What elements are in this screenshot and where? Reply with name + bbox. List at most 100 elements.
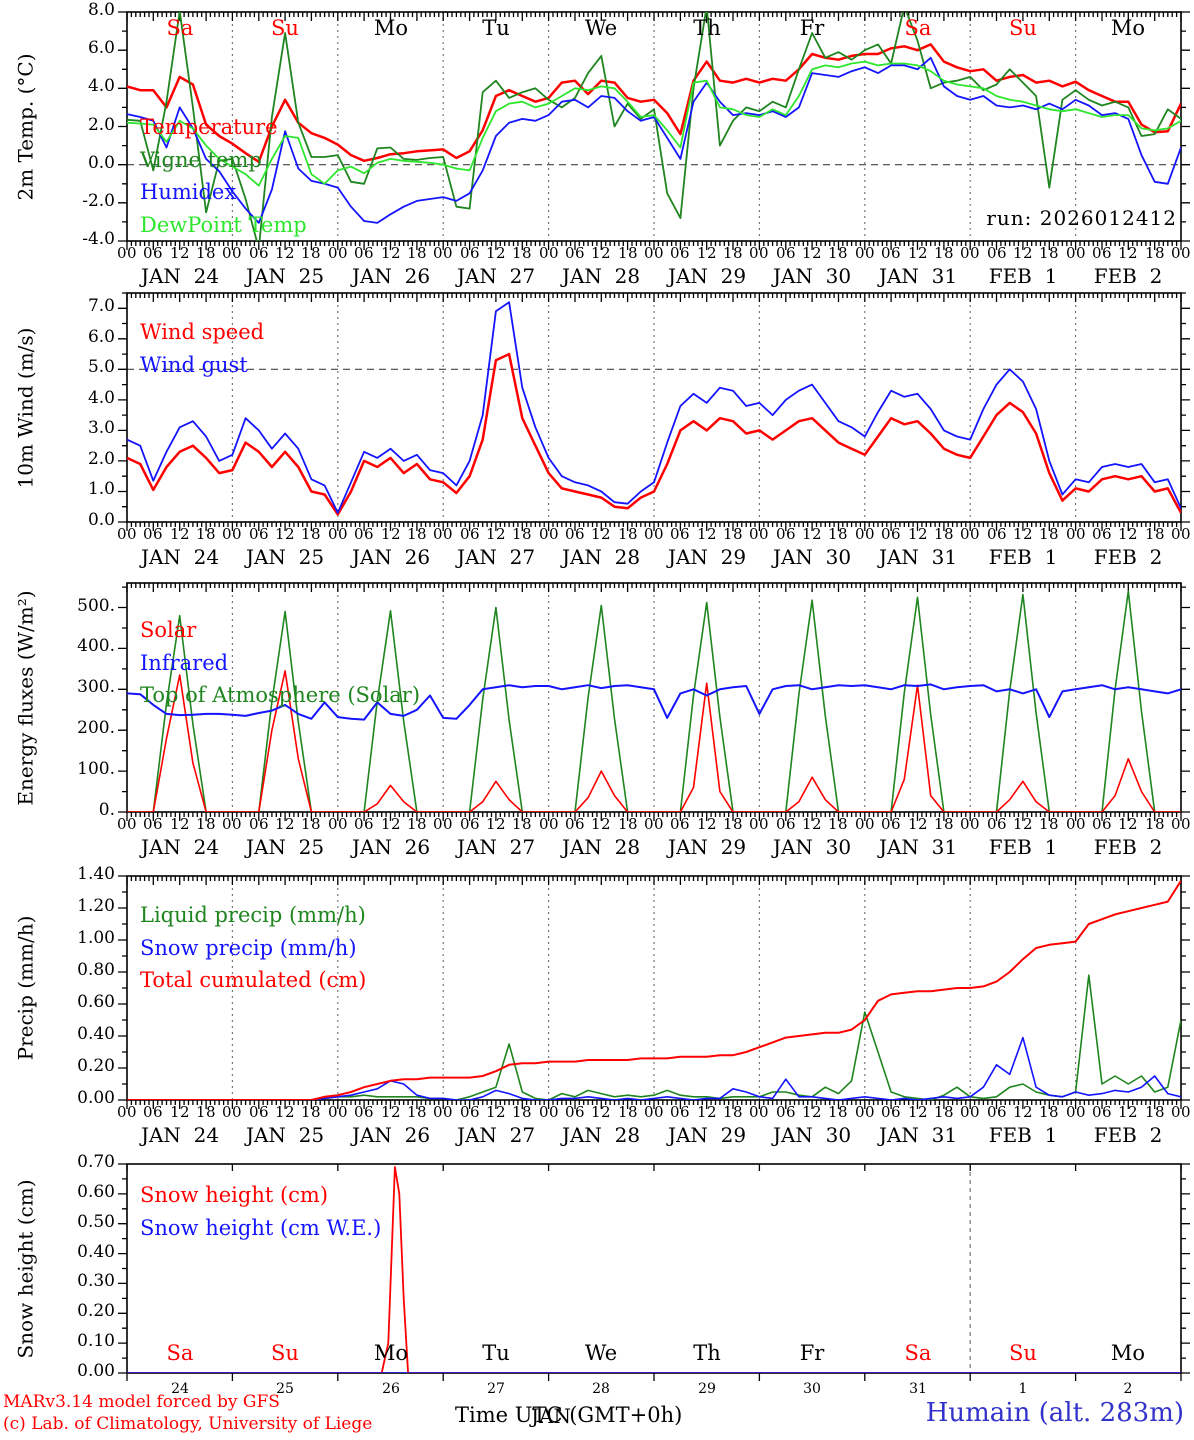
ytick-wind: 3.0 — [87, 418, 115, 438]
hour-label: 06 — [248, 1103, 270, 1121]
hour-label: 06 — [1091, 244, 1113, 262]
hour-label: 00 — [221, 244, 243, 262]
ytick-snow-height: 0.70 — [77, 1152, 115, 1172]
day-number-label: 27 — [487, 1381, 505, 1397]
hour-label: 06 — [142, 1103, 164, 1121]
month-label: JAN — [531, 1404, 571, 1428]
hour-label: 18 — [933, 525, 955, 543]
hour-label: 12 — [274, 815, 296, 833]
day-number-label: 24 — [171, 1381, 189, 1397]
hour-label: 12 — [801, 1103, 823, 1121]
hour-label: 06 — [353, 525, 375, 543]
date-label: JAN 31 — [878, 835, 958, 859]
ytick-energy-fluxes: 200. — [77, 718, 115, 738]
panel-wind-series — [127, 301, 1181, 516]
hour-label: 06 — [248, 525, 270, 543]
date-label: FEB 2 — [1093, 545, 1163, 569]
hour-label: 18 — [1144, 525, 1166, 543]
ytick-wind: 6.0 — [87, 327, 115, 347]
hour-label: 00 — [327, 1103, 349, 1121]
hour-label: 00 — [1170, 815, 1192, 833]
day-name-Th: Th — [693, 1341, 721, 1365]
hour-label: 18 — [722, 244, 744, 262]
hour-label: 06 — [775, 244, 797, 262]
hour-label: 00 — [854, 815, 876, 833]
day-name-Tu: Tu — [482, 16, 510, 40]
hour-label: 12 — [1117, 1103, 1139, 1121]
panel-wind-ticks — [118, 292, 1190, 531]
day-name-Sa: Sa — [904, 16, 932, 40]
date-label: FEB 1 — [988, 264, 1058, 288]
hour-label: 06 — [248, 815, 270, 833]
date-label: JAN 25 — [245, 1123, 325, 1147]
hour-label: 12 — [801, 525, 823, 543]
series-wind-wind-gust — [127, 301, 1181, 514]
ytick-wind: 5.0 — [87, 357, 115, 377]
ytick-wind: 7.0 — [87, 296, 115, 316]
hour-label: 18 — [1038, 525, 1060, 543]
legend-wind-0: Wind speed — [140, 320, 265, 344]
hour-label: 12 — [590, 815, 612, 833]
series-temperature-vigne-temp — [127, 12, 1181, 241]
credit-line-1: MARv3.14 model forced by GFS — [3, 1392, 280, 1412]
hour-label: 06 — [880, 815, 902, 833]
hour-label: 06 — [986, 244, 1008, 262]
date-label: JAN 28 — [561, 264, 641, 288]
legend-temperature-3: DewPoint Temp — [140, 212, 307, 237]
date-label: JAN 27 — [456, 1123, 536, 1147]
hour-label: 00 — [854, 525, 876, 543]
date-label: JAN 27 — [456, 264, 536, 288]
series-energy-fluxes-infrared — [127, 683, 1181, 721]
hour-label: 18 — [195, 244, 217, 262]
ylabel-precip: Precip (mm/h) — [13, 915, 38, 1061]
hour-label: 12 — [274, 525, 296, 543]
hour-label: 00 — [1065, 525, 1087, 543]
hour-label: 00 — [959, 815, 981, 833]
legend-temperature-0: Temperature — [140, 115, 278, 139]
hour-label: 12 — [485, 244, 507, 262]
hour-label: 00 — [538, 1103, 560, 1121]
ytick-wind: 4.0 — [87, 388, 115, 408]
date-label: JAN 26 — [351, 264, 431, 288]
panel-temperature-gridlines — [231, 12, 1077, 241]
hour-label: 18 — [617, 1103, 639, 1121]
panel-precip-series — [127, 880, 1181, 1100]
ytick-energy-fluxes: 0. — [98, 800, 115, 820]
run-label: run: 2026012412 — [986, 206, 1177, 230]
hour-label: 18 — [1144, 815, 1166, 833]
ytick-temperature: -2.0 — [82, 191, 115, 211]
x-axis-title: Time UTC (GMT+0h) — [455, 1403, 683, 1427]
hour-label: 06 — [459, 244, 481, 262]
hour-label: 06 — [459, 815, 481, 833]
hour-label: 00 — [538, 815, 560, 833]
hour-label: 12 — [801, 815, 823, 833]
series-precip-total-cumulated — [127, 880, 1181, 1100]
hour-label: 00 — [959, 244, 981, 262]
hour-label: 06 — [775, 1103, 797, 1121]
ytick-snow-height: 0.30 — [77, 1271, 115, 1291]
ytick-snow-height: 0.40 — [77, 1242, 115, 1262]
legend-energy-fluxes-2: Top of Atmosphere (Solar) — [140, 683, 421, 707]
legend-precip-1: Snow precip (mm/h) — [140, 935, 357, 960]
date-label: JAN 24 — [140, 545, 220, 569]
credit-line-2: (c) Lab. of Climatology, University of L… — [3, 1414, 373, 1434]
day-number-label: 28 — [592, 1381, 610, 1397]
hour-label: 00 — [1170, 525, 1192, 543]
hour-label: 12 — [801, 244, 823, 262]
ytick-temperature: 2.0 — [87, 115, 115, 135]
hour-label: 06 — [459, 525, 481, 543]
hour-label: 06 — [564, 525, 586, 543]
hour-label: 00 — [432, 244, 454, 262]
date-label: FEB 2 — [1093, 264, 1163, 288]
hour-label: 06 — [880, 244, 902, 262]
hour-label: 12 — [380, 244, 402, 262]
hour-label: 06 — [669, 525, 691, 543]
hour-label: 00 — [1065, 815, 1087, 833]
hour-label: 18 — [827, 815, 849, 833]
hour-label: 06 — [1091, 1103, 1113, 1121]
hour-label: 00 — [1065, 244, 1087, 262]
date-label: JAN 30 — [772, 1123, 852, 1147]
hour-label: 06 — [1091, 525, 1113, 543]
day-name-Mo: Mo — [1110, 16, 1146, 40]
hour-label: 00 — [538, 525, 560, 543]
